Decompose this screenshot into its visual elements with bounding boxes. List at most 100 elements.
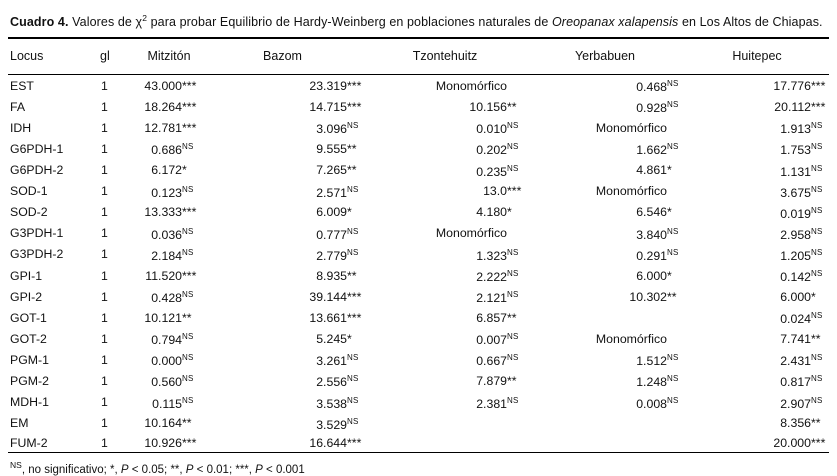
chi-square-value: 0.024	[780, 312, 811, 327]
significance-marker: ***	[182, 435, 197, 450]
chi-square-value: 0.142	[780, 270, 811, 285]
significance-marker: NS	[811, 184, 823, 194]
table-row-fum-2: FUM-2 1 10.926*** 16.644*** 20.000***	[8, 434, 829, 453]
value-cell: 12.781***	[138, 117, 200, 138]
value-cell: Monomórfico	[365, 75, 525, 97]
chi-square-value: 11.520	[145, 268, 182, 283]
value-cell: 2.779NS	[200, 244, 365, 265]
significance-marker: NS	[811, 311, 823, 321]
chi-square-value: 20.000	[773, 435, 811, 450]
value-cell: 9.555**	[200, 138, 365, 159]
footnote-text: < 0.001	[262, 463, 305, 476]
chi-square-value: 2.958	[780, 227, 811, 242]
chi-square-value: 0.428	[151, 291, 182, 306]
value-cell: 2.958NS	[685, 223, 829, 244]
value-cell: 3.261NS	[200, 349, 365, 370]
value-cell: 4.861*	[525, 160, 685, 181]
table-row-got-1: GOT-1 1 10.121** 13.661*** 6.857** 0.024NS	[8, 307, 829, 328]
chi-square-value: 0.036	[151, 227, 182, 242]
value-cell: 6.000*	[685, 286, 829, 307]
significance-marker: NS	[182, 184, 194, 194]
chi-square-value: 3.840	[636, 227, 667, 242]
gl-cell: 1	[101, 395, 108, 410]
significance-marker: ***	[182, 78, 197, 93]
significance-marker: **	[347, 141, 357, 156]
chi-square-value: 10.926	[144, 435, 182, 450]
locus-cell: EST	[10, 78, 34, 93]
significance-marker: ***	[811, 435, 826, 450]
significance-marker: *	[347, 205, 352, 220]
value-cell: 10.121**	[138, 307, 200, 328]
gl-cell: 1	[101, 310, 108, 325]
value-cell: 1.662NS	[525, 138, 685, 159]
significance-marker: NS	[507, 247, 519, 257]
value-cell: 0.291NS	[525, 244, 685, 265]
value-cell: 1.131NS	[685, 160, 829, 181]
value-cell: 6.172*	[138, 160, 200, 181]
table-row-pgm-2: PGM-2 1 0.560NS 2.556NS 7.879** 1.248NS 0.817N…	[8, 370, 829, 391]
significance-marker: **	[811, 416, 821, 431]
column-header-tzontehuitz: Tzontehuitz	[365, 39, 525, 76]
value-cell: 0.560NS	[138, 370, 200, 391]
value-cell: 2.431NS	[685, 349, 829, 370]
significance-marker: **	[347, 268, 357, 283]
gl-cell: 1	[101, 374, 108, 389]
value-cell: Monomórfico	[525, 117, 685, 138]
caption-text: en Los Altos de Chiapas.	[678, 15, 823, 30]
chi-square-value: 6.172	[151, 163, 182, 178]
table-row-got-2: GOT-2 1 0.794NS 5.245* 0.007NS Monomórfico 7.7…	[8, 328, 829, 349]
value-cell: 8.356**	[685, 413, 829, 434]
chi-square-value: 0.667	[476, 354, 507, 369]
chi-square-value: 3.675	[780, 185, 811, 200]
chi-square-value: 10.164	[144, 416, 182, 431]
value-cell: 0.115NS	[138, 392, 200, 413]
significance-marker: NS	[182, 395, 194, 405]
chi-square-value: 43.000	[144, 78, 182, 93]
chi-square-value: 10.302	[629, 289, 667, 304]
chi-square-value: 0.007	[476, 333, 507, 348]
significance-marker: ***	[182, 268, 197, 283]
value-cell: 6.009*	[200, 202, 365, 223]
significance-marker: *	[811, 289, 816, 304]
chi-square-value: 2.222	[476, 270, 507, 285]
significance-marker: **	[507, 374, 517, 389]
chi-square-value: 1.662	[636, 143, 667, 158]
gl-cell: 1	[101, 331, 108, 346]
chi-square-value: 6.000	[636, 268, 667, 283]
significance-marker: NS	[347, 416, 359, 426]
gl-cell: 1	[101, 163, 108, 178]
chi-square-value: 2.381	[476, 396, 507, 411]
significance-marker: NS	[347, 247, 359, 257]
footnote-text: < 0.01; ***,	[193, 463, 256, 476]
column-header-mitziton: Mitzitón	[138, 39, 200, 76]
header-row: Locus gl Mitzitón Bazom Tzontehuitz Yerbabuen…	[8, 39, 829, 76]
table-row-fa: FA 1 18.264*** 14.715*** 10.156** 0.928NS 20.1…	[8, 96, 829, 117]
chi-square-value: 7.879	[476, 374, 507, 389]
table-row-mdh-1: MDH-1 1 0.115NS 3.538NS 2.381NS 0.008NS 2.907N…	[8, 392, 829, 413]
chi-square-value: 6.009	[316, 205, 347, 220]
caption-label: Cuadro 4.	[10, 15, 69, 30]
locus-cell: G6PDH-2	[10, 163, 64, 178]
chi-square-value: 0.010	[476, 122, 507, 137]
footnote-text: < 0.05; **,	[128, 463, 186, 476]
value-cell: 2.556NS	[200, 370, 365, 391]
chi-square-value: 23.319	[309, 78, 347, 93]
value-cell: 1.248NS	[525, 370, 685, 391]
chi-square-value: 8.935	[316, 268, 347, 283]
footnote-p: P	[120, 463, 129, 476]
significance-marker: NS	[347, 374, 359, 384]
value-cell: 2.184NS	[138, 244, 200, 265]
value-cell: 6.857**	[365, 307, 525, 328]
chi-square-value: 17.776	[773, 78, 811, 93]
significance-marker: NS	[667, 353, 679, 363]
chi-square-value: 10.121	[144, 310, 182, 325]
value-cell: 0.667NS	[365, 349, 525, 370]
chi-square-value: 2.907	[780, 396, 811, 411]
table-row-sod-2: SOD-2 1 13.333*** 6.009* 4.180* 6.546* 0.019NS	[8, 202, 829, 223]
chi-exponent: 2	[142, 13, 148, 23]
value-cell: 2.571NS	[200, 181, 365, 202]
value-cell: 43.000***	[138, 75, 200, 97]
significance-marker: NS	[667, 142, 679, 152]
table-row-g3pdh-2: G3PDH-2 1 2.184NS 2.779NS 1.323NS 0.291NS 1.20…	[8, 244, 829, 265]
significance-marker: NS	[811, 353, 823, 363]
